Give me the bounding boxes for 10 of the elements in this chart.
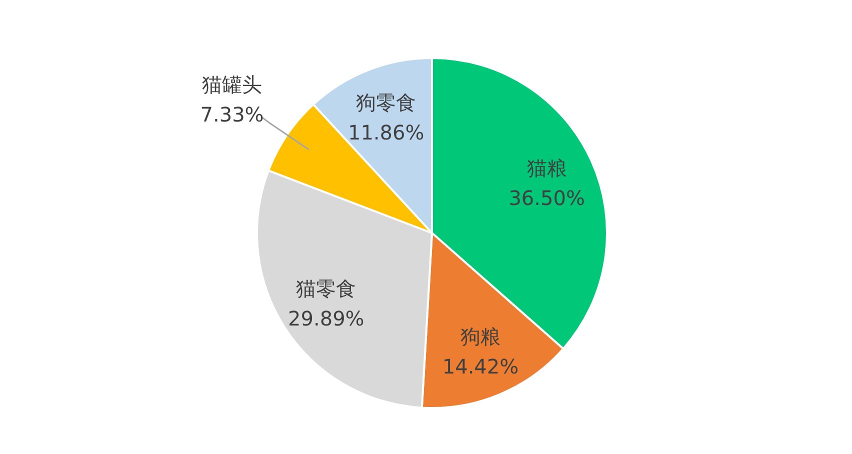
slice-label: 狗零食	[356, 90, 416, 115]
data-label: 14.42%	[442, 354, 519, 378]
slice-label: 猫零食	[296, 276, 356, 300]
data-label: 11.86%	[348, 120, 424, 145]
slice-label: 狗粮	[460, 324, 501, 348]
data-label: 7.33%	[200, 102, 264, 127]
slice-label: 猫罐头	[202, 72, 262, 97]
slice-label: 猫粮	[526, 156, 567, 180]
data-label: 36.50%	[508, 186, 585, 210]
data-label: 29.89%	[288, 306, 364, 330]
